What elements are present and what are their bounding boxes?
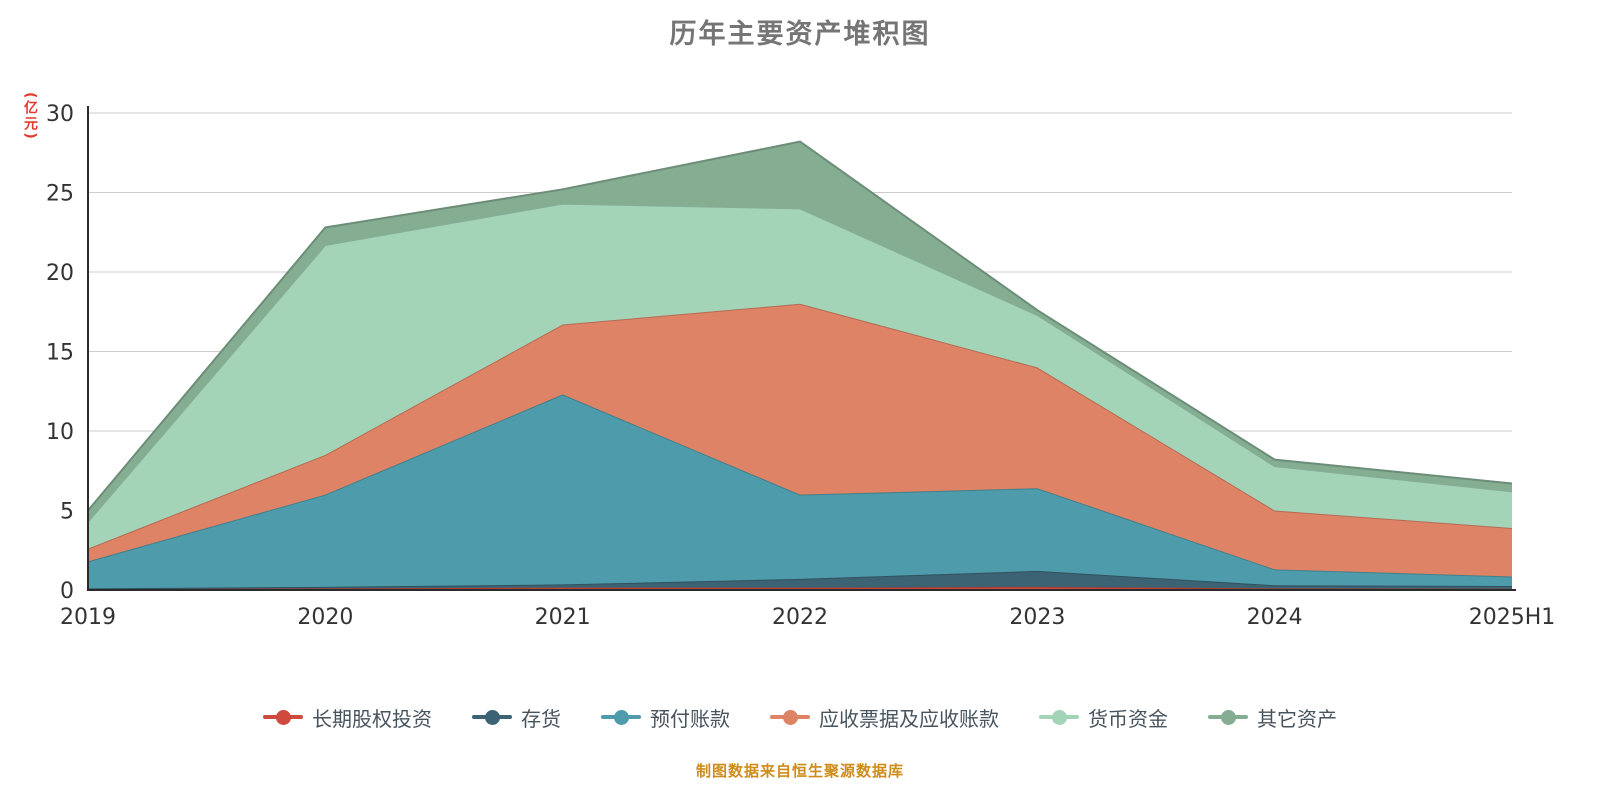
legend-marker-icon [263,709,303,725]
y-tick-label: 5 [60,500,74,525]
y-tick-label: 20 [46,261,74,286]
y-axis-unit-label: (亿元) [22,92,38,141]
y-tick-label: 15 [46,341,74,366]
area-inventory [88,570,1512,590]
legend-label: 其它资产 [1257,706,1337,731]
legend-label: 应收票据及应收账款 [819,706,999,731]
y-tick-label: 30 [46,102,74,127]
legend-item-notes-and-accounts-receivable[interactable]: 应收票据及应收账款 [770,703,999,732]
legend-label: 预付账款 [650,706,730,731]
legend-item-other-assets[interactable]: 其它资产 [1208,703,1337,732]
legend-marker-icon [601,709,641,725]
legend-label: 货币资金 [1088,706,1168,731]
area-notes-and-accounts-receivable [88,303,1512,577]
legend-marker-icon [770,709,810,725]
y-tick-label: 0 [60,579,74,604]
area-monetary-funds [88,203,1512,549]
legend-marker-icon [1208,709,1248,725]
data-source-note: 制图数据来自恒生聚源数据库 [695,762,904,780]
legend-dot-icon [614,709,629,725]
y-tick-label: 10 [46,420,74,445]
legend-dot-icon [783,709,798,725]
legend-dot-icon [276,709,291,725]
x-tick-label: 2023 [1009,605,1065,630]
legend-item-prepayments[interactable]: 预付账款 [601,703,730,732]
x-tick-label: 2024 [1247,605,1303,630]
x-tick-label: 2022 [772,605,828,630]
chart-title: 历年主要资产堆积图 [669,19,931,50]
x-tick-label: 2025H1 [1469,605,1556,630]
area-prepayments [88,394,1512,589]
legend-dot-icon [1221,709,1236,725]
x-tick-label: 2020 [297,605,353,630]
legend-item-long-term-equity-investment[interactable]: 长期股权投资 [263,703,432,732]
chart-legend: 长期股权投资 存货 预付账款 应收票据及应收账款 货币资金 其它资产 [0,700,1600,734]
x-tick-label: 2021 [535,605,591,630]
legend-dot-icon [485,709,500,725]
legend-marker-icon [1039,709,1079,725]
x-tick-label: 2019 [60,605,116,630]
legend-marker-icon [472,709,512,725]
legend-label: 长期股权投资 [312,706,432,731]
y-tick-label: 25 [46,182,74,207]
legend-dot-icon [1052,709,1067,725]
legend-item-inventory[interactable]: 存货 [472,703,561,732]
legend-label: 存货 [521,706,561,731]
area-edge-other-assets [87,140,1513,512]
legend-item-monetary-funds[interactable]: 货币资金 [1039,703,1168,732]
